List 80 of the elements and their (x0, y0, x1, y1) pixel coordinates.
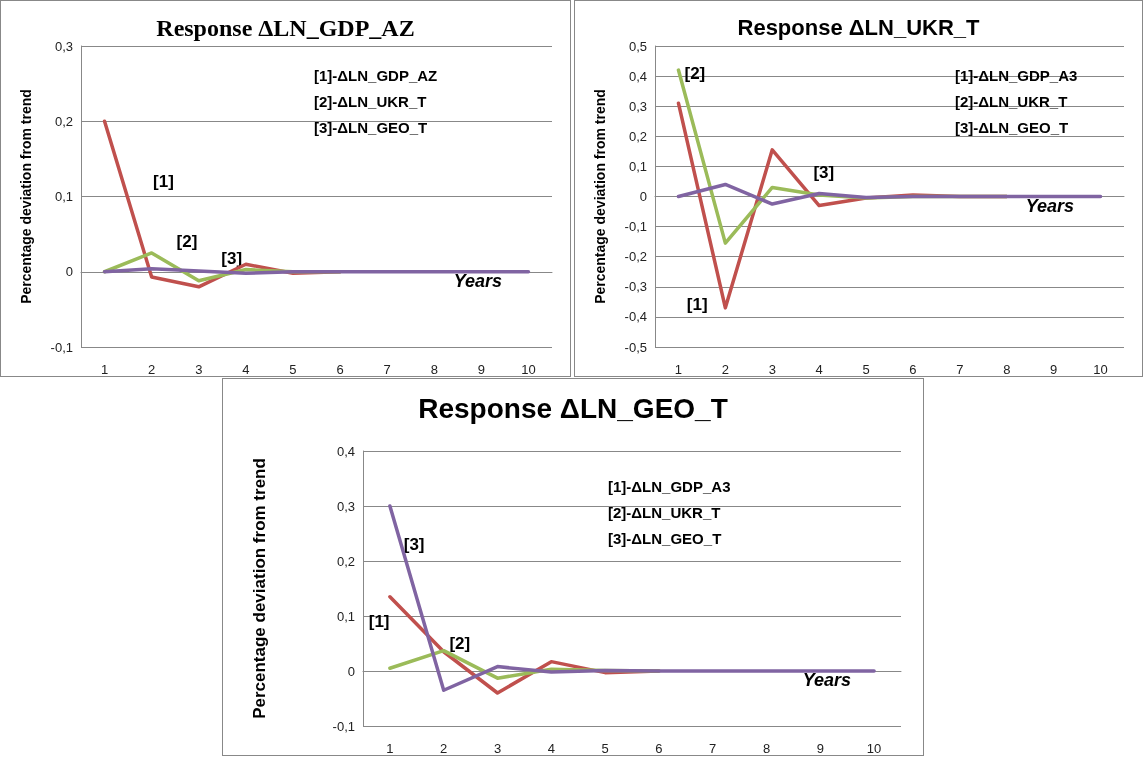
x-tick-label: 3 (768, 362, 776, 377)
x-tick-label: 9 (1050, 362, 1058, 377)
x-tick-label: 10 (866, 741, 882, 756)
x-tick-label: 1 (674, 362, 683, 377)
x-tick-label: 6 (655, 741, 663, 756)
x-tick-label: 3 (195, 362, 203, 377)
y-tick-label: 0,4 (628, 68, 647, 84)
x-tick-label: 7 (383, 362, 391, 377)
y-tick-label: 0,5 (628, 38, 647, 54)
y-axis-title: Percentage deviation from trend (250, 458, 269, 719)
y-tick-label: 0,2 (628, 128, 647, 144)
y-tick-label: 0,1 (336, 608, 355, 624)
x-tick-label: 3 (493, 741, 502, 756)
y-tick-label: 0,2 (54, 113, 73, 129)
series-label: [3] (403, 535, 425, 554)
y-tick-label: 0,3 (336, 498, 355, 514)
x-tick-label: 4 (815, 362, 823, 377)
annotation: [3]-ΔLN_GEO_T (608, 530, 722, 547)
annotation: [3]-ΔLN_GEO_T (954, 119, 1069, 136)
y-tick-label: -0,1 (332, 718, 355, 734)
x-tick-label: 10 (1093, 362, 1108, 377)
x-tick-label: 9 (477, 362, 485, 377)
x-tick-label: 6 (336, 362, 344, 377)
x-tick-label: 1 (386, 741, 394, 756)
series-label: [3] (221, 249, 243, 269)
annotation: [1]-ΔLN_GDP_A3 (954, 67, 1078, 84)
annotation: [2]-ΔLN_UKR_T (954, 93, 1068, 110)
x-tick-label: 8 (762, 741, 771, 756)
y-tick-label: -0,4 (624, 309, 647, 325)
x-tick-label: 4 (547, 741, 555, 756)
y-tick-label: 0,1 (628, 158, 647, 174)
x-tick-label: 5 (862, 362, 870, 377)
series-label: [3] (813, 162, 835, 182)
y-axis-title: Percentage deviation from trend (592, 89, 608, 304)
series-label: [1] (686, 295, 708, 315)
x-tick-label: 10 (521, 362, 536, 377)
x-tick-label: 7 (709, 741, 717, 756)
series-label: [1] (368, 612, 390, 631)
series-label: [2] (176, 232, 198, 252)
x-tick-label: 2 (440, 741, 448, 756)
series-label: [2] (684, 63, 706, 83)
chart-title: Response ΔLN_GEO_T (418, 392, 728, 424)
y-tick-label: 0 (639, 189, 647, 204)
annotation: [2]-ΔLN_UKR_T (313, 93, 427, 110)
x-tick-label: 4 (242, 362, 250, 377)
line-series (388, 504, 876, 692)
x-tick-label: 1 (100, 362, 109, 377)
y-tick-label: 0,3 (54, 38, 73, 54)
annotation: [3]-ΔLN_GEO_T (313, 119, 428, 136)
y-axis-title: Percentage deviation from trend (18, 89, 34, 304)
y-tick-label: -0,2 (624, 249, 647, 265)
x-tick-label: 2 (721, 362, 729, 377)
y-tick-label: 0,1 (54, 189, 73, 204)
x-axis-title: Years (802, 670, 851, 690)
x-tick-label: 5 (601, 741, 609, 756)
x-tick-label: 2 (148, 362, 156, 377)
annotation: [1]-ΔLN_GDP_A3 (608, 478, 731, 495)
series-label: [1] (153, 171, 174, 191)
x-axis-title: Years (1025, 195, 1074, 216)
y-tick-label: -0,3 (624, 279, 647, 295)
y-tick-label: 0,3 (628, 98, 647, 114)
y-tick-label: 0 (65, 264, 73, 280)
y-tick-label: 0 (347, 663, 355, 679)
chart-title: Response ΔLN_GDP_AZ (156, 15, 415, 41)
x-tick-label: 9 (816, 741, 824, 756)
x-tick-label: 5 (289, 362, 297, 377)
chart-title: Response ΔLN_UKR_T (737, 14, 981, 40)
x-tick-label: 7 (956, 362, 964, 377)
y-tick-label: -0,5 (624, 339, 647, 355)
y-tick-label: 0,2 (336, 553, 355, 569)
x-tick-label: 8 (430, 362, 438, 377)
y-tick-label: -0,1 (624, 219, 647, 235)
annotation: [1]-ΔLN_GDP_AZ (313, 67, 438, 84)
y-tick-label: 0,4 (336, 443, 355, 459)
y-tick-label: -0,1 (50, 339, 73, 355)
series-label: [2] (449, 634, 471, 653)
annotation: [2]-ΔLN_UKR_T (608, 504, 721, 521)
x-tick-label: 6 (909, 362, 917, 377)
x-axis-title: Years (453, 270, 502, 291)
x-tick-label: 8 (1003, 362, 1011, 377)
